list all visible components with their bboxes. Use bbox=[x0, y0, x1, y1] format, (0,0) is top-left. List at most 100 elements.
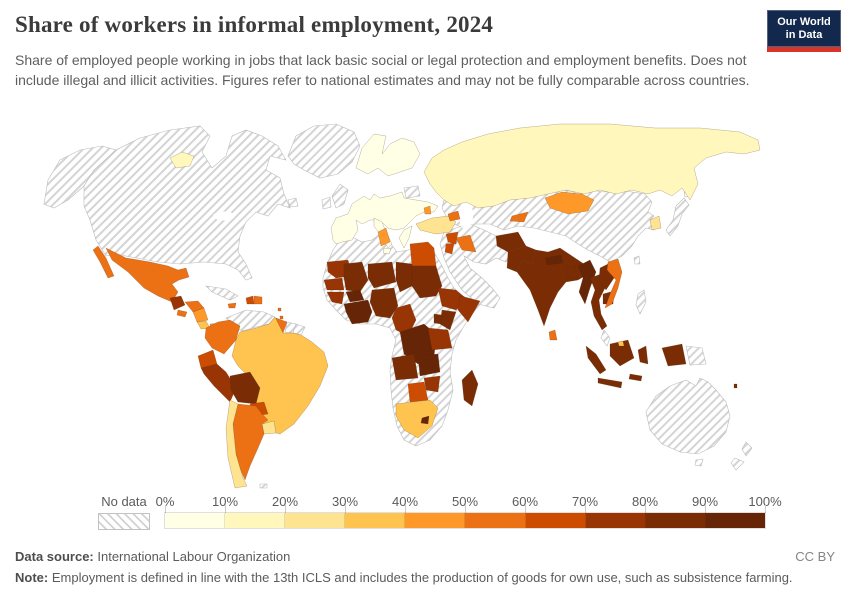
legend-tick-mark bbox=[645, 505, 646, 513]
map-legend: No data 0% 10% 20% 30% 40% 50% 60% 70% 80% 90% 100… bbox=[0, 494, 850, 536]
country-newfoundland[interactable] bbox=[287, 197, 299, 208]
country-nigeria[interactable] bbox=[369, 287, 399, 319]
country-egypt[interactable] bbox=[409, 241, 437, 267]
country-senegal[interactable] bbox=[323, 277, 345, 291]
country-moldova[interactable] bbox=[423, 205, 432, 215]
country-jamaica[interactable] bbox=[227, 302, 237, 309]
country-kyrgyzstan[interactable] bbox=[509, 211, 529, 223]
country-uruguay[interactable] bbox=[261, 420, 277, 435]
country-mexico[interactable] bbox=[105, 247, 190, 303]
country-burkina-faso[interactable] bbox=[345, 289, 365, 303]
country-lesotho[interactable] bbox=[420, 415, 430, 425]
country-peru[interactable] bbox=[200, 363, 237, 403]
country-canada-usa[interactable] bbox=[83, 125, 291, 281]
country-bangladesh[interactable] bbox=[565, 265, 578, 280]
country-uganda[interactable] bbox=[433, 313, 443, 325]
country-azerbaijan[interactable] bbox=[447, 210, 461, 222]
legend-tick-label: 0% bbox=[155, 494, 175, 509]
country-taiwan[interactable] bbox=[633, 255, 641, 265]
legend-bin[interactable] bbox=[285, 513, 346, 528]
country-niger[interactable] bbox=[367, 261, 397, 289]
country-botswana[interactable] bbox=[407, 381, 429, 403]
country-south-korea[interactable] bbox=[649, 215, 662, 231]
country-brunei[interactable] bbox=[617, 340, 625, 347]
country-indonesia-papua[interactable] bbox=[661, 343, 687, 367]
legend-bin[interactable] bbox=[345, 513, 406, 528]
country-mongolia[interactable] bbox=[544, 191, 595, 215]
region-lesser-antilles-2[interactable] bbox=[279, 315, 284, 320]
country-vietnam[interactable] bbox=[604, 258, 623, 309]
country-syria[interactable] bbox=[445, 231, 459, 245]
country-tanzania[interactable] bbox=[427, 327, 453, 351]
no-data-swatch[interactable] bbox=[98, 513, 150, 530]
region-arabia-iran[interactable] bbox=[439, 223, 513, 309]
country-new-zealand-north[interactable] bbox=[741, 441, 753, 457]
country-zimbabwe[interactable] bbox=[423, 375, 441, 393]
country-japan[interactable] bbox=[665, 197, 690, 237]
country-somalia[interactable] bbox=[457, 295, 481, 323]
country-iraq[interactable] bbox=[455, 234, 477, 253]
country-malaysia[interactable] bbox=[600, 329, 611, 347]
legend-tick-label: 100% bbox=[748, 494, 782, 509]
country-australia[interactable] bbox=[645, 377, 731, 455]
country-sudan[interactable] bbox=[411, 265, 443, 299]
country-jordan[interactable] bbox=[444, 242, 455, 255]
country-madagascar[interactable] bbox=[461, 369, 479, 407]
country-sri-lanka[interactable] bbox=[548, 329, 558, 341]
region-scandinavia[interactable] bbox=[355, 133, 421, 177]
country-nicaragua[interactable] bbox=[192, 307, 209, 323]
country-guinea-region[interactable] bbox=[326, 291, 345, 305]
country-indonesia-lesser-sunda[interactable] bbox=[628, 373, 643, 382]
country-tasmania[interactable] bbox=[694, 458, 704, 467]
country-zambia[interactable] bbox=[417, 353, 441, 377]
country-nepal[interactable] bbox=[544, 254, 564, 266]
country-ireland[interactable] bbox=[321, 196, 332, 210]
country-myanmar[interactable] bbox=[577, 259, 597, 305]
country-indonesia-java[interactable] bbox=[597, 377, 623, 389]
country-guatemala[interactable] bbox=[169, 295, 186, 311]
legend-tick-mark bbox=[465, 505, 466, 513]
country-cuba[interactable] bbox=[205, 285, 239, 301]
country-chad[interactable] bbox=[395, 261, 413, 293]
legend-tick-label: 20% bbox=[271, 494, 299, 509]
country-south-africa[interactable] bbox=[395, 399, 439, 439]
country-indonesia-borneo[interactable] bbox=[609, 339, 635, 367]
country-angola[interactable] bbox=[391, 353, 419, 381]
country-philippines[interactable] bbox=[635, 289, 647, 315]
country-indonesia-sumatra[interactable] bbox=[585, 345, 607, 375]
country-papua-new-guinea[interactable] bbox=[685, 345, 707, 366]
legend-bin[interactable] bbox=[525, 513, 586, 528]
country-falkland-islands[interactable] bbox=[259, 483, 268, 489]
country-belarus[interactable] bbox=[403, 185, 421, 199]
country-russia[interactable] bbox=[423, 123, 761, 209]
legend-bin[interactable] bbox=[585, 513, 646, 528]
country-tunisia[interactable] bbox=[377, 227, 391, 247]
country-chile[interactable] bbox=[225, 399, 248, 489]
legend-bin[interactable] bbox=[225, 513, 286, 528]
legend-bin[interactable] bbox=[705, 513, 765, 528]
legend-bin[interactable] bbox=[645, 513, 706, 528]
legend-bin[interactable] bbox=[465, 513, 526, 528]
country-greece[interactable] bbox=[398, 225, 413, 249]
country-italy-sicily[interactable] bbox=[382, 247, 392, 255]
region-gulf-of-guinea-coast[interactable] bbox=[343, 299, 373, 325]
country-el-salvador[interactable] bbox=[176, 309, 188, 318]
region-lesser-antilles[interactable] bbox=[277, 307, 282, 312]
country-new-zealand-south[interactable] bbox=[730, 457, 745, 471]
country-turkey[interactable] bbox=[415, 215, 457, 235]
country-dominican-republic[interactable] bbox=[253, 295, 263, 305]
country-united-kingdom[interactable] bbox=[331, 183, 349, 209]
legend-tick-mark bbox=[705, 505, 706, 513]
country-haiti[interactable] bbox=[245, 295, 255, 305]
license-link[interactable]: CC BY bbox=[795, 549, 835, 564]
country-vanuatu[interactable] bbox=[733, 383, 738, 389]
country-mexico-baja[interactable] bbox=[92, 245, 115, 279]
legend-tick-mark bbox=[225, 505, 226, 513]
country-indonesia-sulawesi[interactable] bbox=[637, 345, 649, 365]
legend-tick-label: 90% bbox=[691, 494, 719, 509]
legend-bin[interactable] bbox=[165, 513, 226, 528]
country-greenland[interactable] bbox=[287, 123, 361, 179]
legend-bin[interactable] bbox=[405, 513, 466, 528]
country-iceland[interactable] bbox=[169, 151, 195, 169]
owid-logo[interactable]: Our World in Data bbox=[767, 10, 841, 52]
